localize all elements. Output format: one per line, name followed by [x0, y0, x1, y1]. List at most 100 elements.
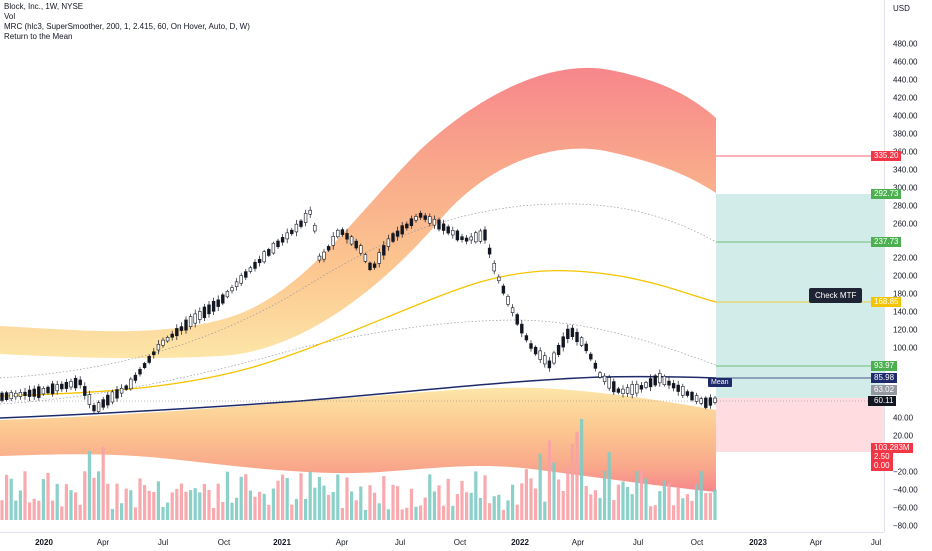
- volume-bar: [175, 488, 179, 520]
- candle-body: [326, 246, 331, 251]
- candle-body: [478, 230, 483, 242]
- volume-bar: [115, 483, 119, 520]
- volume-bar: [235, 497, 239, 520]
- volume-bar: [170, 492, 174, 520]
- volume-bar: [644, 478, 648, 520]
- volume-bar: [501, 509, 505, 520]
- candle-body: [331, 236, 335, 246]
- volume-bar: [359, 486, 363, 520]
- price-tick: 360.00: [893, 147, 918, 157]
- volume-bar: [299, 473, 303, 520]
- candle-body: [41, 388, 46, 395]
- candle-body: [336, 229, 340, 238]
- price-tick: 440.00: [893, 75, 918, 85]
- volume-bar: [271, 488, 275, 520]
- volume-bar: [437, 485, 441, 520]
- price-badge: 0.00: [871, 461, 893, 471]
- candle-body: [607, 377, 611, 389]
- candle-body: [9, 392, 13, 400]
- volume-bar: [662, 480, 666, 520]
- candle-body: [487, 247, 492, 255]
- volume-bar: [552, 462, 556, 520]
- volume-bar: [14, 500, 18, 520]
- volume-bar: [290, 504, 294, 520]
- volume-bar: [704, 493, 708, 520]
- volume-bar: [198, 492, 202, 520]
- candle-body: [179, 326, 184, 331]
- volume-bar: [225, 471, 229, 520]
- candle-body: [543, 355, 547, 365]
- candle-body: [372, 263, 377, 268]
- candle-body: [308, 209, 312, 215]
- check-mtf-tooltip[interactable]: Check MTF: [809, 288, 863, 303]
- candle-body: [349, 236, 354, 245]
- volume-bar: [690, 500, 694, 520]
- volume-bar: [32, 498, 36, 520]
- volume-bar: [432, 491, 436, 520]
- candle-body: [589, 353, 593, 360]
- volume-bar: [281, 474, 285, 520]
- price-tick: −40.00: [893, 485, 918, 495]
- candle-body: [575, 331, 579, 343]
- candle-body: [621, 388, 625, 394]
- volume-bar: [327, 494, 331, 520]
- volume-bar: [428, 474, 432, 520]
- candle-body: [184, 319, 188, 331]
- candle-body: [708, 397, 713, 406]
- legend-symbol[interactable]: Block, Inc., 1W, NYSE: [4, 2, 84, 11]
- volume-bar: [18, 490, 22, 520]
- volume-bar: [336, 474, 340, 520]
- candle-body: [188, 316, 193, 327]
- candle-body: [699, 398, 703, 404]
- candle-body: [704, 397, 708, 408]
- candle-body: [221, 294, 225, 304]
- volume-bar: [110, 509, 114, 520]
- volume-bar: [184, 491, 188, 520]
- volume-bar: [23, 471, 27, 520]
- volume-bar: [253, 496, 257, 520]
- candle-body: [694, 395, 699, 402]
- price-badge: 292.73: [871, 189, 902, 199]
- time-label: 2020: [35, 538, 53, 547]
- volume-bar: [322, 485, 326, 520]
- volume-bar: [695, 483, 699, 520]
- price-badge: 93.97: [871, 361, 898, 371]
- volume-bar: [524, 469, 528, 520]
- candle-body: [671, 383, 676, 389]
- candle-body: [216, 299, 220, 307]
- volume-bar: [377, 503, 381, 520]
- legend-strategy[interactable]: Return to the Mean: [4, 32, 73, 41]
- candle-body: [556, 344, 561, 355]
- candle-body: [170, 333, 174, 338]
- volume-bar: [570, 443, 574, 520]
- candle-body: [469, 236, 473, 241]
- candle-body: [230, 287, 234, 292]
- volume-bar: [87, 451, 91, 520]
- candle-body: [616, 388, 621, 393]
- legend: Block, Inc., 1W, NYSE Vol MRC (hlc3, Sup…: [4, 2, 250, 42]
- candle-body: [64, 381, 69, 389]
- candle-body: [658, 373, 662, 384]
- volume-bar: [409, 488, 413, 520]
- volume-bar: [607, 451, 611, 520]
- chart-canvas[interactable]: [0, 0, 884, 532]
- volume-bar: [534, 488, 538, 520]
- volume-bar: [244, 474, 248, 520]
- volume-bar: [598, 497, 602, 520]
- candle-body: [400, 225, 404, 235]
- volume-bar: [667, 483, 671, 520]
- time-label: 2022: [511, 538, 529, 547]
- candle-body: [690, 391, 694, 401]
- volume-bar: [515, 504, 519, 520]
- volume-bar: [529, 478, 533, 520]
- upper-dotted-line: [0, 203, 717, 379]
- candle-body: [418, 212, 423, 218]
- legend-volume[interactable]: Vol: [4, 12, 16, 21]
- candle-body: [566, 328, 570, 339]
- candle-body: [207, 304, 211, 315]
- time-axis[interactable]: 2020 Apr Jul Oct 2021 Apr Jul Oct 2022 Apr Jul Oct 2…: [0, 532, 884, 551]
- candle-body: [464, 237, 469, 242]
- time-label: Oct: [690, 538, 704, 547]
- legend-indicator[interactable]: MRC (hlc3, SuperSmoother, 200, 1, 2.415,…: [4, 22, 250, 31]
- volume-bar: [239, 476, 243, 520]
